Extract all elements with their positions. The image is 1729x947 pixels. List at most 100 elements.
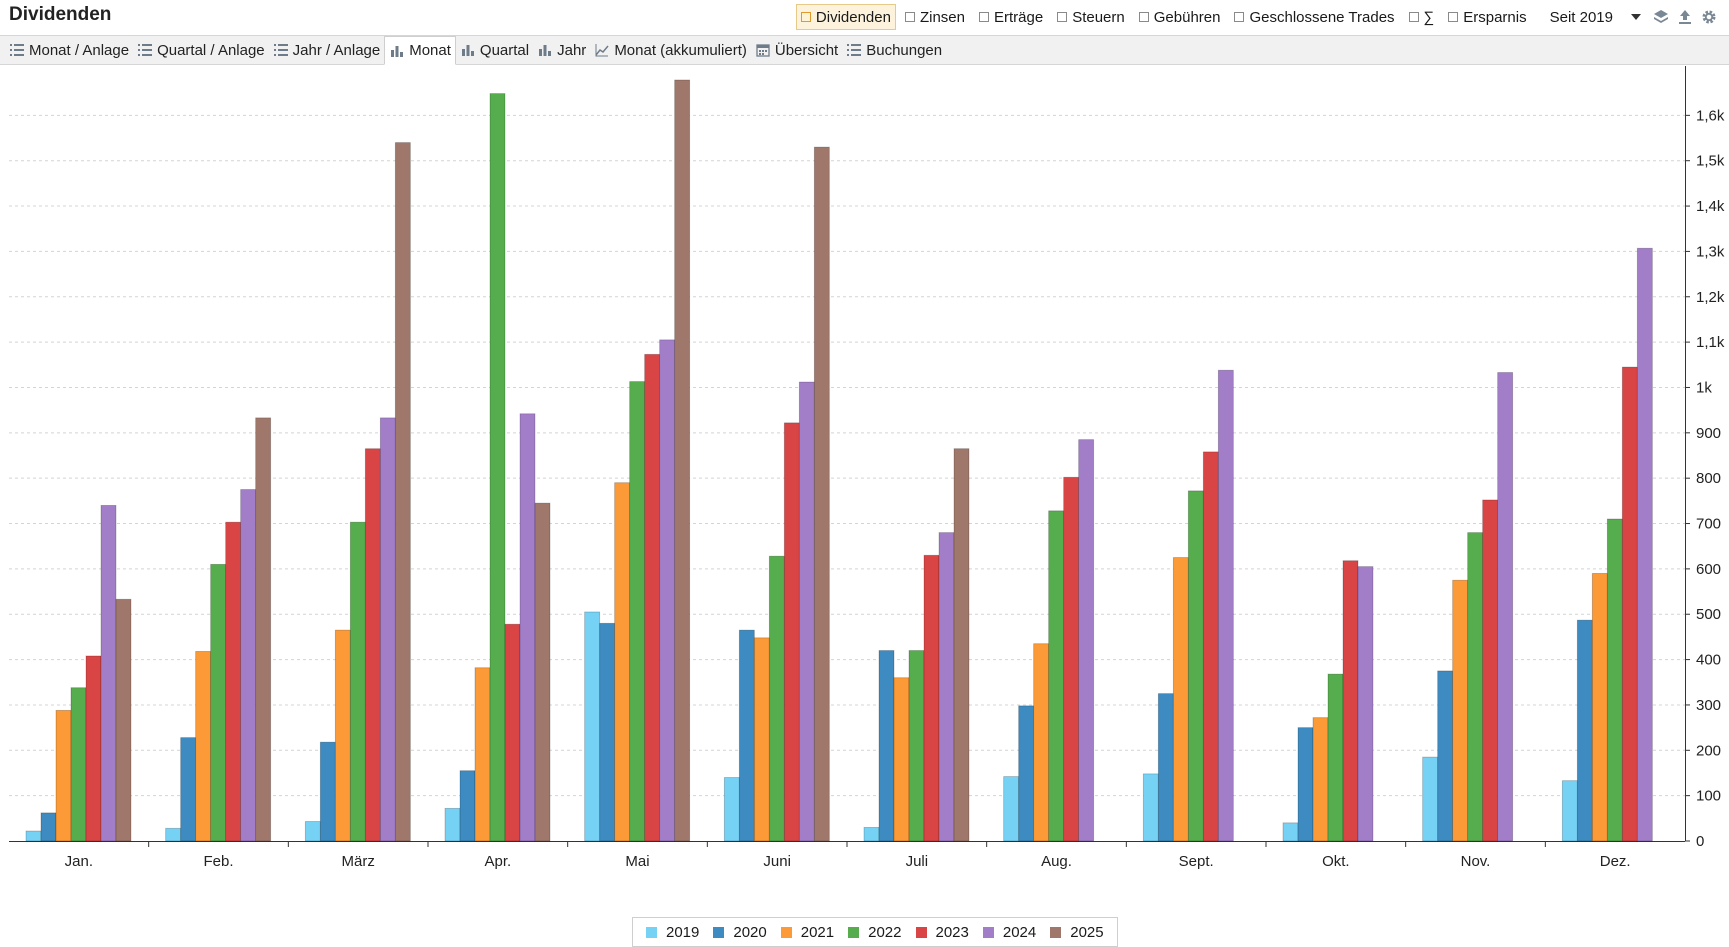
legend-item[interactable]: 2024 <box>982 924 1036 941</box>
y-tick-label: 200 <box>1696 742 1721 759</box>
legend-item[interactable]: 2023 <box>915 924 969 941</box>
filter-gebuehren[interactable]: Gebühren <box>1134 4 1226 30</box>
bar <box>1606 518 1623 842</box>
tab-buchungen[interactable]: Buchungen <box>842 36 946 64</box>
tab-uebersicht[interactable]: Übersicht <box>751 36 842 64</box>
export-icon[interactable] <box>1675 6 1695 28</box>
legend-label: 2021 <box>800 923 835 941</box>
tab-monat-anlage[interactable]: Monat / Anlage <box>5 36 133 64</box>
bar <box>180 737 197 842</box>
gear-icon[interactable] <box>1699 6 1719 28</box>
checkbox-icon[interactable] <box>1057 12 1068 22</box>
checkbox-icon[interactable] <box>904 12 915 22</box>
title-bar: Dividenden Dividenden Zinsen Erträge Ste… <box>0 0 1729 34</box>
bar <box>674 79 691 842</box>
filter-sum[interactable]: ∑ <box>1404 4 1440 30</box>
bar <box>304 821 321 842</box>
list-icon <box>137 42 153 58</box>
checkbox-icon[interactable] <box>1408 12 1419 22</box>
x-tick-label: Nov. <box>1461 853 1491 870</box>
bar <box>1202 451 1219 842</box>
bar <box>1621 366 1638 842</box>
bar <box>379 417 396 842</box>
bar <box>1497 372 1514 842</box>
bar <box>1561 780 1578 842</box>
x-tick-label: Okt. <box>1322 853 1350 870</box>
y-tick-label: 400 <box>1696 652 1721 669</box>
bar <box>210 563 227 842</box>
tab-jahr[interactable]: Jahr <box>533 36 590 64</box>
filter-geschlossene-trades[interactable]: Geschlossene Trades <box>1229 4 1399 30</box>
checkbox-icon[interactable] <box>1234 12 1245 22</box>
tab-label: Buchungen <box>866 41 943 59</box>
dividend-bar-chart: 0 100 200 300 400 500 600 700 800 900 1k 1,1k 1,2k 1,… <box>0 66 1729 947</box>
bar <box>1018 705 1035 842</box>
checkbox-icon[interactable] <box>1448 12 1459 22</box>
legend-item[interactable]: 2022 <box>848 924 902 941</box>
tab-jahr-anlage[interactable]: Jahr / Anlage <box>269 36 385 64</box>
checkbox-icon[interactable] <box>979 12 989 22</box>
bar <box>953 448 970 842</box>
bar <box>195 651 212 842</box>
legend-swatch <box>713 926 725 938</box>
bar <box>1482 499 1499 842</box>
legend-swatch <box>982 926 994 938</box>
bar <box>100 504 117 842</box>
bar <box>938 532 955 842</box>
x-tick-label: Juli <box>906 853 929 870</box>
period-select[interactable]: Seit 2019 <box>1536 5 1647 29</box>
legend-swatch <box>780 926 792 938</box>
bar <box>165 827 182 842</box>
bar <box>659 339 676 842</box>
tab-label: Jahr / Anlage <box>292 41 381 59</box>
bar <box>255 417 272 842</box>
bar <box>768 555 785 842</box>
tab-monat[interactable]: Monat <box>384 36 456 65</box>
period-label: Seit 2019 <box>1549 8 1613 26</box>
legend-item[interactable]: 2019 <box>646 924 699 941</box>
bar <box>1437 670 1454 842</box>
bar <box>534 502 551 842</box>
legend-item[interactable]: 2025 <box>1050 924 1104 941</box>
legend-item[interactable]: 2020 <box>713 924 767 941</box>
y-tick-label: 600 <box>1696 561 1721 578</box>
checkbox-icon[interactable] <box>1138 12 1149 22</box>
bar <box>240 489 257 842</box>
tab-quartal[interactable]: Quartal <box>456 36 533 64</box>
bar <box>1217 369 1234 842</box>
y-tick-label: 100 <box>1696 788 1721 805</box>
tab-label: Monat (akkumuliert) <box>614 41 747 59</box>
legend-swatch <box>915 926 927 938</box>
list-icon <box>846 42 862 58</box>
filter-ersparnis[interactable]: Ersparnis <box>1443 4 1531 30</box>
filter-label: Gebühren <box>1153 8 1221 26</box>
legend-swatch <box>1050 926 1062 938</box>
bar <box>40 812 57 842</box>
bar-chart-icon <box>537 42 553 58</box>
tab-label: Übersicht <box>774 41 839 59</box>
tab-label: Quartal / Anlage <box>157 41 265 59</box>
y-tick-label: 1,3k <box>1696 243 1725 260</box>
filter-steuern[interactable]: Steuern <box>1052 4 1130 30</box>
filter-dividenden[interactable]: Dividenden <box>795 4 896 30</box>
bar <box>878 650 895 842</box>
bar <box>644 353 661 842</box>
layers-icon[interactable] <box>1651 6 1671 28</box>
y-tick-label: 0 <box>1696 833 1704 850</box>
filter-zinsen[interactable]: Zinsen <box>900 4 970 30</box>
bar <box>225 521 242 842</box>
tab-monat-akkumuliert[interactable]: Monat (akkumuliert) <box>590 36 751 64</box>
bar <box>863 826 880 842</box>
chart-canvas: 0 100 200 300 400 500 600 700 800 900 1k 1,1k 1,2k 1,… <box>9 66 1725 870</box>
y-tick-label: 700 <box>1696 516 1721 533</box>
chevron-down-icon <box>1631 14 1641 20</box>
tab-quartal-anlage[interactable]: Quartal / Anlage <box>133 36 269 64</box>
filter-ertraege[interactable]: Erträge <box>974 4 1048 30</box>
legend-item[interactable]: 2021 <box>780 923 835 941</box>
calendar-icon <box>755 42 771 58</box>
bar <box>1142 773 1159 842</box>
bar <box>908 650 925 842</box>
bar <box>1078 439 1095 842</box>
checkbox-icon[interactable] <box>800 12 811 22</box>
